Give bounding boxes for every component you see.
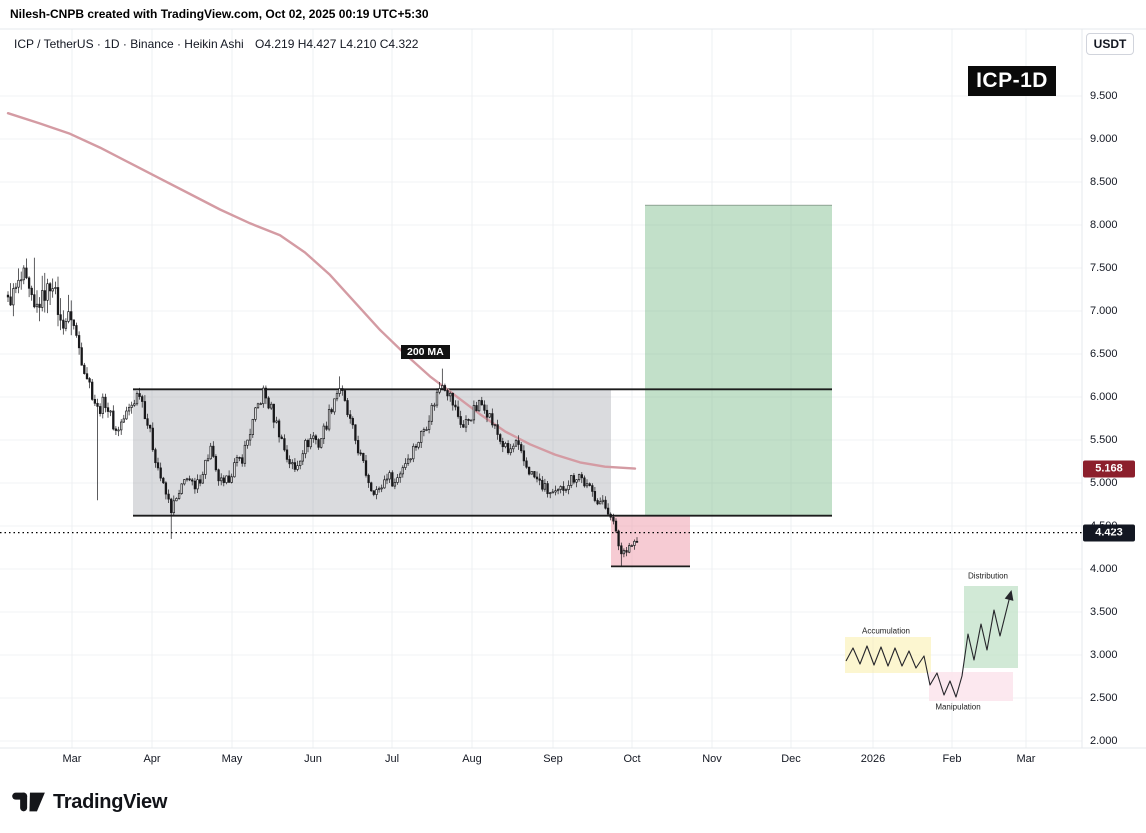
- time-label: Mar: [62, 753, 82, 765]
- price-axis[interactable]: 5.168 4.423 9.500 9.000 8.500 8.000 7.500 7.0…: [1082, 29, 1146, 748]
- price-tick: 8.000: [1090, 219, 1118, 231]
- distribution-label: Distribution: [967, 571, 1009, 581]
- price-tick: 8.500: [1090, 176, 1118, 188]
- price-tick: 4.000: [1090, 563, 1118, 575]
- price-tick: 7.000: [1090, 305, 1118, 317]
- price-tick: 6.500: [1090, 348, 1118, 360]
- price-tick: 9.500: [1090, 90, 1118, 102]
- chart-legend[interactable]: ICP / TetherUS · 1D · Binance · Heikin A…: [14, 37, 418, 51]
- ma-price-badge: 5.168: [1083, 460, 1135, 478]
- time-label: Feb: [942, 753, 962, 765]
- ohlc-values: O4.219 H4.427 L4.210 C4.322: [255, 37, 419, 51]
- price-tick: 2.000: [1090, 735, 1118, 747]
- tradingview-logo-icon: [12, 792, 45, 812]
- price-tick: 7.500: [1090, 262, 1118, 274]
- time-label: Sep: [543, 753, 563, 765]
- price-tick: 4.500: [1090, 520, 1118, 532]
- price-tick: 2.500: [1090, 692, 1118, 704]
- price-tick: 6.000: [1090, 391, 1118, 403]
- price-tick: 9.000: [1090, 133, 1118, 145]
- time-axis[interactable]: Mar Apr May Jun Jul Aug Sep Oct Nov Dec 2026 Feb Mar: [0, 748, 1082, 772]
- time-label: Jul: [384, 753, 400, 765]
- accumulation-label: Accumulation: [861, 626, 911, 636]
- attribution-text: Nilesh-CNPB created with TradingView.com…: [10, 7, 429, 21]
- time-label: Nov: [702, 753, 722, 765]
- time-label: 2026: [860, 753, 886, 765]
- manipulation-label: Manipulation: [935, 702, 981, 712]
- time-label: Mar: [1016, 753, 1036, 765]
- time-label: Aug: [462, 753, 482, 765]
- time-label: Jun: [304, 753, 322, 765]
- tradingview-logo[interactable]: TradingView: [12, 788, 167, 816]
- last-price-badge: 4.423: [1083, 524, 1135, 542]
- time-label: May: [221, 753, 243, 765]
- price-tick: 5.500: [1090, 434, 1118, 446]
- time-label: Apr: [143, 753, 161, 765]
- price-tick: 3.500: [1090, 606, 1118, 618]
- tradingview-logo-text: TradingView: [53, 790, 168, 813]
- currency-toggle-button[interactable]: USDT: [1086, 33, 1134, 55]
- ma-200-label: 200 MA: [401, 345, 450, 359]
- time-label: Oct: [623, 753, 641, 765]
- price-tick: 3.000: [1090, 649, 1118, 661]
- time-label: Dec: [781, 753, 801, 765]
- chart-watermark-label: ICP-1D: [968, 66, 1056, 96]
- symbol-title[interactable]: ICP / TetherUS · 1D · Binance · Heikin A…: [14, 37, 244, 51]
- price-tick: 5.000: [1090, 477, 1118, 489]
